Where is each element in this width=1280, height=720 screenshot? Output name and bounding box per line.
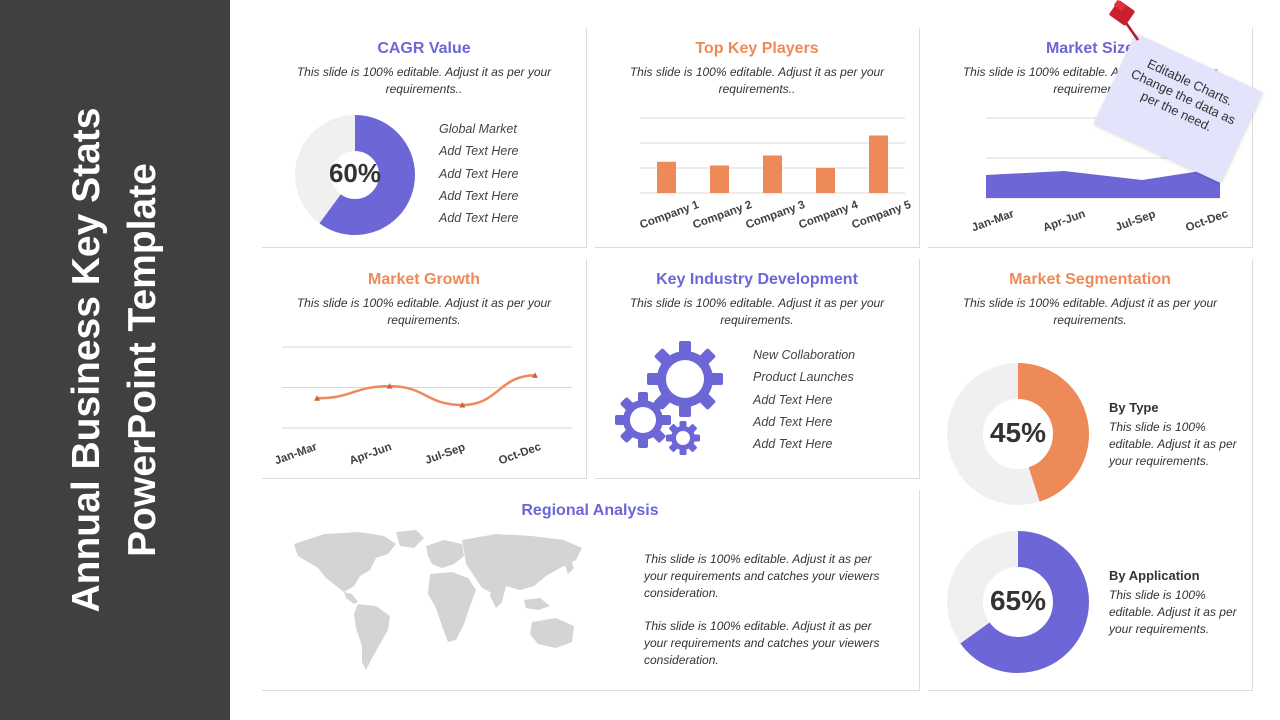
regional-analysis-panel: Regional Analysis This slide — [262, 490, 920, 691]
x-tick-label: Jul-Sep — [1114, 208, 1157, 233]
list-item: Product Launches — [753, 370, 854, 385]
line-point — [314, 395, 320, 401]
bar — [710, 165, 729, 193]
by-application-text: This slide is 100% editable. Adjust it a… — [1109, 588, 1237, 636]
x-tick-label: Jan-Mar — [970, 208, 1016, 235]
x-tick-label: Oct-Dec — [1184, 208, 1230, 235]
x-tick-label: Apr-Jun — [348, 441, 394, 467]
area-series — [986, 168, 1220, 198]
x-tick-label: Apr-Jun — [1042, 208, 1088, 234]
x-tick-label: Company 3 — [744, 199, 806, 231]
pushpin-icon — [1109, 0, 1140, 41]
market-growth-panel: Market Growth This slide is 100% editabl… — [262, 259, 587, 479]
regional-analysis-title: Regional Analysis — [521, 502, 659, 519]
list-item: Add Text Here — [753, 414, 833, 429]
bar — [869, 135, 888, 193]
list-item: Add Text Here — [439, 144, 519, 159]
world-map-icon — [294, 530, 582, 670]
line-point — [459, 402, 466, 408]
slide-title-line1: Annual Business Key Stats — [65, 107, 108, 613]
key-industry-title: Key Industry Development — [656, 271, 858, 288]
bar — [816, 168, 835, 193]
slide-title: Annual Business Key Stats PowerPoint Tem… — [59, 30, 171, 690]
market-growth-title: Market Growth — [367, 271, 480, 288]
x-tick-label: Company 2 — [691, 199, 753, 231]
top-key-players-panel: Top Key Players This slide is 100% edita… — [595, 28, 920, 248]
x-tick-label: Company 1 — [638, 199, 701, 232]
cagr-title: CAGR Value — [377, 40, 471, 57]
x-tick-label: Company 5 — [850, 199, 913, 232]
x-tick-label: Company 4 — [797, 199, 860, 232]
market-size-title: Market Size — [1045, 40, 1135, 57]
top-key-players-title: Top Key Players — [695, 40, 819, 57]
bar — [657, 161, 676, 193]
market-segmentation-subtitle: This slide is 100% editable. Adjust it a… — [962, 296, 1218, 327]
x-tick-label: Jul-Sep — [424, 441, 467, 466]
line-series — [316, 374, 536, 407]
list-item: Add Text Here — [439, 166, 519, 181]
list-item: New Collaboration — [753, 348, 856, 362]
cagr-subtitle: This slide is 100% editable. Adjust it a… — [296, 65, 552, 96]
list-item: Global Market — [439, 122, 517, 136]
list-item: Add Text Here — [753, 392, 833, 407]
by-type-donut — [947, 363, 1089, 505]
regional-text-2: This slide is 100% editable. Adjust it a… — [644, 619, 880, 667]
key-industry-subtitle: This slide is 100% editable. Adjust it a… — [629, 296, 885, 327]
cagr-panel: CAGR Value This slide is 100% editable. … — [262, 28, 587, 248]
market-size-chart: Jan-Mar Apr-Jun Jul-Sep Oct-Dec — [970, 117, 1230, 235]
x-tick-label: Oct-Dec — [497, 441, 543, 468]
list-item: Add Text Here — [439, 211, 519, 226]
key-industry-panel: Key Industry Development This slide is 1… — [595, 259, 920, 479]
x-tick-label: Jan-Mar — [273, 441, 319, 468]
bar — [763, 155, 782, 193]
line-point — [386, 383, 393, 389]
list-item: Add Text Here — [439, 188, 519, 203]
by-application-donut — [947, 531, 1089, 673]
market-growth-chart: Jan-Mar Apr-Jun Jul-Sep Oct-Dec — [273, 346, 572, 468]
gears-icon — [615, 341, 723, 455]
market-size-panel: Market Size This slide is 100% editable.… — [928, 28, 1253, 248]
sidebar: Annual Business Key Stats PowerPoint Tem… — [0, 0, 230, 720]
by-type-donut-arc — [947, 363, 1089, 505]
by-application-label: By Application — [1109, 568, 1200, 583]
market-segmentation-title: Market Segmentation — [1009, 271, 1171, 288]
market-growth-subtitle: This slide is 100% editable. Adjust it a… — [296, 296, 552, 327]
slide-title-line2: PowerPoint Template — [121, 163, 164, 557]
line-point — [532, 372, 538, 378]
by-application-percent: 65% — [989, 585, 1047, 616]
by-type-text: This slide is 100% editable. Adjust it a… — [1109, 420, 1237, 468]
list-item: Add Text Here — [753, 437, 833, 452]
cagr-donut — [295, 115, 415, 235]
by-type-label: By Type — [1109, 400, 1159, 415]
cagr-percent: 60% — [328, 158, 382, 188]
top-key-players-subtitle: This slide is 100% editable. Adjust it a… — [629, 65, 885, 96]
key-industry-list: New Collaboration Product Launches Add T… — [753, 344, 855, 455]
regional-text-1: This slide is 100% editable. Adjust it a… — [644, 552, 880, 600]
by-application-donut-arc — [947, 531, 1089, 673]
market-segmentation-panel: Market Segmentation This slide is 100% e… — [928, 259, 1253, 691]
cagr-donut-arc — [295, 115, 415, 235]
by-type-percent: 45% — [989, 417, 1047, 448]
cagr-list: Global Market Add Text Here Add Text Her… — [439, 118, 518, 229]
